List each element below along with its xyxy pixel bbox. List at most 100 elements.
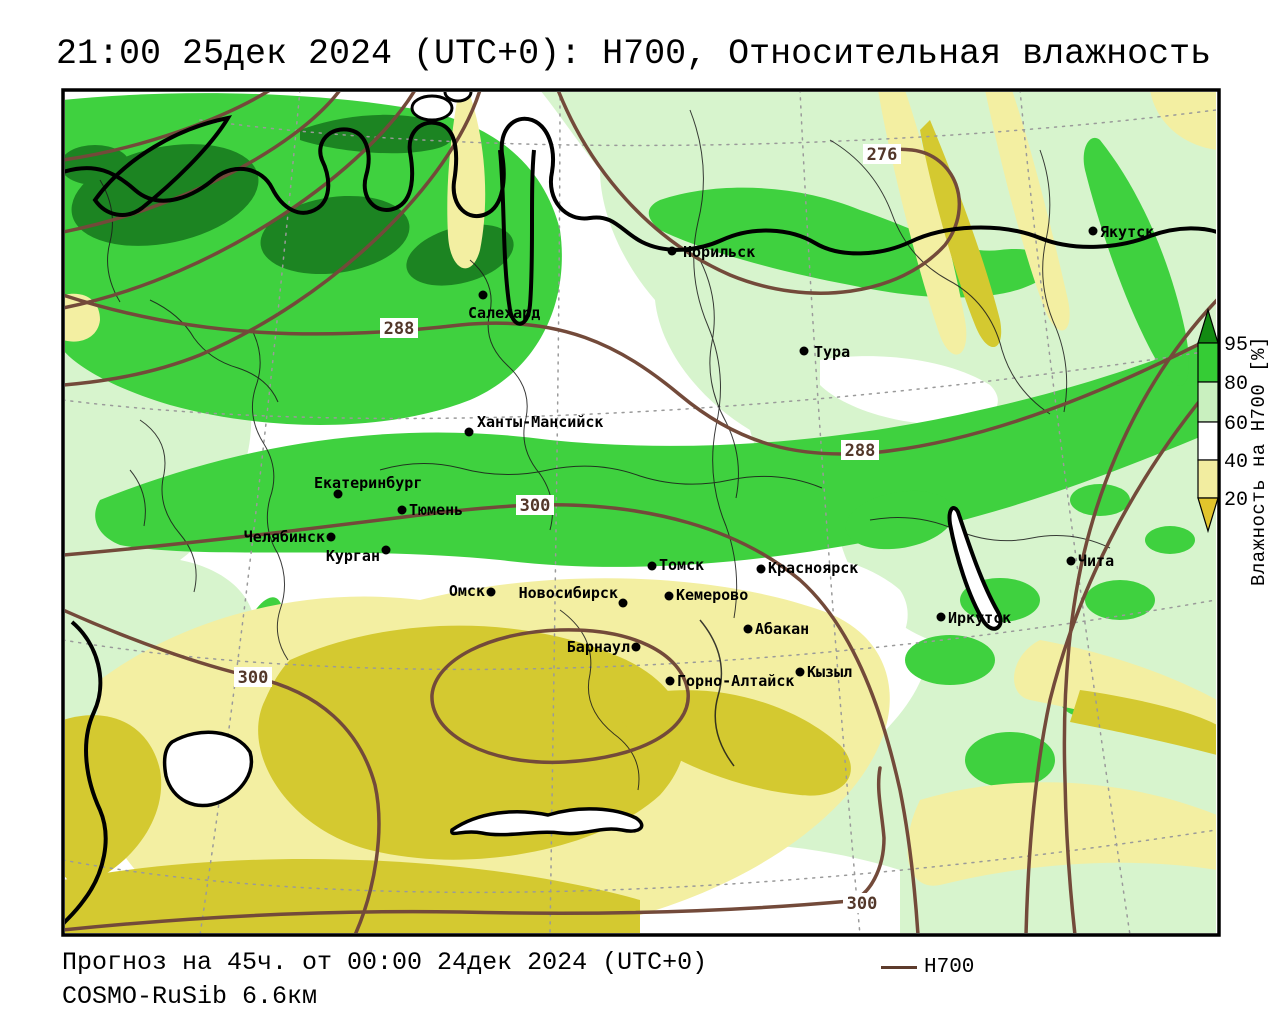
- city-label: Ханты-Мансийск: [477, 413, 603, 431]
- city-Норильск: Норильск: [667, 243, 755, 261]
- arctic-coastline: [65, 116, 1216, 256]
- h700-legend: H700: [881, 956, 974, 979]
- city-Абакан: Абакан: [743, 620, 809, 638]
- humidity-region-lt20: [258, 625, 686, 860]
- city-label: Тюмень: [409, 501, 463, 519]
- contour-label-chip: [841, 440, 879, 460]
- humidity-region-lt20: [1070, 690, 1216, 755]
- city-dot: [1066, 556, 1076, 566]
- colorbar-tick-20: 20: [1224, 489, 1248, 512]
- city-label: Чита: [1078, 552, 1114, 570]
- humidity-region-gt95: [300, 114, 453, 154]
- city-Якутск: Якутск: [1088, 223, 1154, 241]
- city-dot: [333, 489, 343, 499]
- humidity-region-80-95: [905, 635, 995, 685]
- humidity-region-80-95: [965, 732, 1055, 788]
- coastlines: [65, 92, 1216, 925]
- humidity-region-80-95: [1083, 137, 1189, 386]
- colorbar-tick-80: 80: [1224, 373, 1248, 396]
- colorbar-title: Влажность на H700 [%]: [1248, 336, 1270, 586]
- admin-boundaries: [99, 109, 1111, 791]
- city-dot: [664, 591, 674, 601]
- city-Иркутск: Иркутск: [936, 609, 1011, 627]
- colorbar-segment-20-40: [1197, 459, 1219, 499]
- city-label: Курган: [326, 547, 380, 565]
- city-dot: [799, 346, 809, 356]
- colorbar-segment-lt20: [1197, 497, 1219, 534]
- city-Салехард: Салехард: [468, 290, 540, 322]
- city-Кызыл: Кызыл: [795, 663, 852, 681]
- city-dot: [464, 427, 474, 437]
- city-dot: [631, 642, 641, 652]
- city-layer: Норильск Салехард Тура Ханты-Мансийск Екатер…: [244, 223, 1154, 690]
- h700-legend-label: H700: [924, 956, 975, 979]
- city-label: Челябинск: [244, 528, 325, 546]
- city-dot: [647, 561, 657, 571]
- contour-label-288: 288: [384, 319, 415, 339]
- city-Новосибирск: Новосибирск: [519, 584, 628, 608]
- city-dot: [397, 505, 407, 515]
- contour-label-layer: 276 288 288 300 300 300: [234, 144, 901, 914]
- city-Томск: Томск: [647, 556, 704, 574]
- city-label: Тура: [814, 343, 850, 361]
- model-caption: COSMO-RuSib 6.6км: [62, 982, 318, 1011]
- contour-label-chip: [843, 893, 881, 913]
- city-dot: [618, 598, 628, 608]
- humidity-region-lt20: [920, 120, 1002, 348]
- city-Ханты-Мансийск: Ханты-Мансийск: [464, 413, 603, 437]
- contour-label-300: 300: [238, 668, 269, 688]
- city-dot: [667, 246, 677, 256]
- humidity-region-lt20: [65, 715, 162, 884]
- humidity-region-gt95: [260, 195, 410, 275]
- city-dot: [1088, 226, 1098, 236]
- arctic-island: [443, 92, 473, 103]
- city-label: Красноярск: [768, 559, 858, 577]
- contour-label-chip: [234, 667, 272, 687]
- city-Кемерово: Кемерово: [664, 586, 748, 604]
- contour-label-288: 288: [845, 441, 876, 461]
- city-label: Барнаул: [567, 638, 630, 656]
- h700-contours: [65, 92, 1216, 933]
- city-dot: [936, 612, 946, 622]
- colorbar: 95 80 60 40 20 Влажность на H700 [%]: [1197, 307, 1270, 586]
- contour-label-chip: [516, 495, 554, 515]
- city-dot: [486, 587, 496, 597]
- city-Омск: Омск: [449, 582, 496, 600]
- colorbar-segment-60-80: [1197, 381, 1219, 423]
- aral-sea: [162, 730, 254, 808]
- arctic-island: [410, 94, 454, 122]
- humidity-region-20-40: [985, 92, 1070, 331]
- lake-baikal: [947, 506, 1003, 631]
- city-label: Иркутск: [948, 609, 1011, 627]
- humidity-region-80-95: [1145, 526, 1195, 554]
- city-Тура: Тура: [799, 343, 850, 361]
- city-dot: [326, 532, 336, 542]
- city-Горно-Алтайск: Горно-Алтайск: [665, 672, 794, 690]
- city-label: Горно-Алтайск: [677, 672, 794, 690]
- colorbar-segment-40-60: [1197, 421, 1219, 461]
- page-title: 21:00 25дек 2024 (UTC+0): H700, Относите…: [56, 34, 1212, 74]
- humidity-region-80-95: [845, 490, 955, 550]
- humidity-region-lt20: [620, 690, 851, 796]
- city-Барнаул: Барнаул: [567, 638, 641, 656]
- city-dot: [665, 676, 675, 686]
- colorbar-tick-40: 40: [1224, 451, 1248, 474]
- city-label: Салехард: [468, 304, 540, 322]
- graticule-grid: [65, 92, 1216, 933]
- city-Тюмень: Тюмень: [397, 501, 463, 519]
- city-label: Новосибирск: [519, 584, 618, 602]
- city-dot: [381, 545, 391, 555]
- city-label: Кызыл: [807, 663, 852, 681]
- humidity-region-20-40: [907, 782, 1216, 886]
- city-Челябинск: Челябинск: [244, 528, 336, 546]
- contour-label-chip: [863, 144, 901, 164]
- h700-legend-line: [881, 966, 917, 969]
- city-dot: [478, 290, 488, 300]
- city-Красноярск: Красноярск: [756, 559, 858, 577]
- humidity-region-80-95: [1085, 580, 1155, 620]
- colorbar-ticks: 95 80 60 40 20: [1224, 334, 1248, 512]
- novaya-zemlya-island: [92, 115, 233, 217]
- city-label: Абакан: [755, 620, 809, 638]
- contour-label-276: 276: [867, 145, 898, 165]
